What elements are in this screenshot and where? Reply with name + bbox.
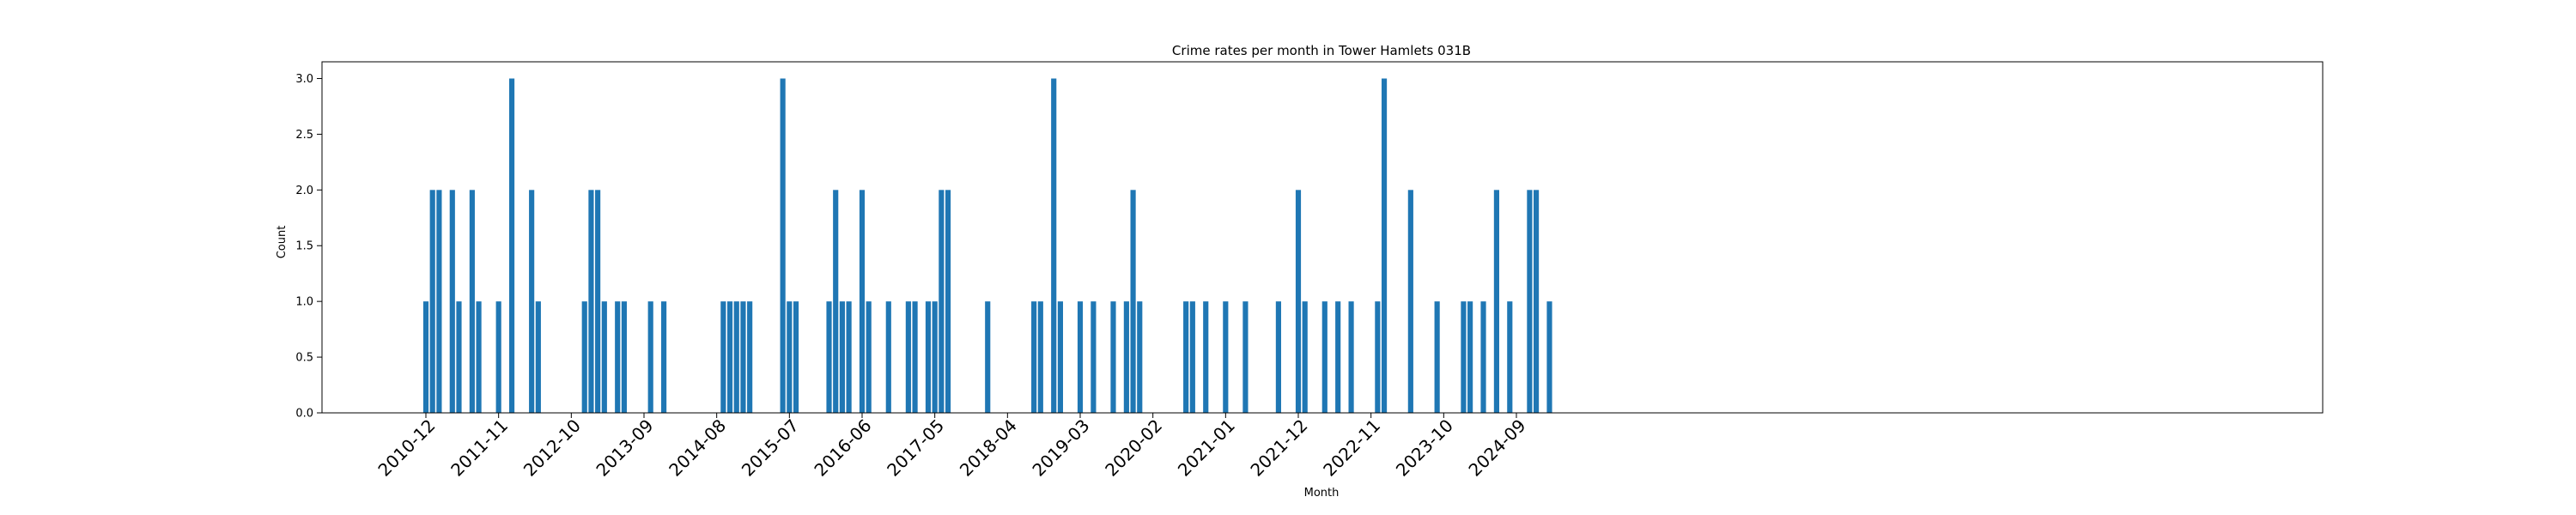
bar-2011-05 [456,301,462,413]
bar-2012-05 [535,301,541,413]
bar-2017-02 [912,301,918,413]
bar-2017-04 [925,301,932,413]
bar-2020-10 [1203,301,1209,413]
bar-2023-09 [1434,301,1440,413]
bar-2021-04 [1242,301,1249,413]
bar-2019-10 [1123,301,1129,413]
bar-2024-04 [1480,301,1486,413]
bar-2024-12 [1534,190,1540,413]
bar-2011-07 [469,190,475,413]
bar-2012-04 [529,190,535,413]
bar-2016-07 [866,301,872,413]
bar-2021-12 [1295,190,1302,413]
x-axis-label: Month [1304,487,1340,500]
bar-2015-06 [780,78,786,413]
bar-2021-01 [1223,301,1229,413]
bar-2011-02 [436,190,442,413]
bar-2010-12 [422,301,429,413]
bar-2014-10 [726,301,733,413]
bar-2016-06 [859,190,866,413]
bar-2022-06 [1335,301,1341,413]
bar-2018-08 [1031,301,1037,413]
bar-2015-08 [793,301,799,413]
bar-2019-11 [1130,190,1136,413]
bar-2018-09 [1037,301,1043,413]
bar-2018-01 [985,301,991,413]
bar-2019-03 [1077,301,1084,413]
bar-2022-01 [1302,301,1308,413]
bar-2013-10 [647,301,653,413]
bar-2025-02 [1546,301,1552,413]
bar-2023-01 [1381,78,1388,413]
bar-2016-01 [826,301,832,413]
bar-2018-12 [1057,301,1063,413]
y-tick-label: 1.0 [295,296,313,309]
bar-2024-02 [1467,301,1473,413]
bar-2013-06 [621,301,627,413]
y-tick-label: 0.5 [295,352,313,365]
y-tick-label: 1.5 [295,240,313,253]
bar-2019-08 [1110,301,1116,413]
y-tick-label: 0.0 [295,408,313,421]
bar-2016-04 [846,301,852,413]
bar-2011-11 [495,301,501,413]
bar-2023-05 [1407,190,1413,413]
y-tick-label: 2.5 [295,129,313,142]
bar-2021-09 [1275,301,1281,413]
y-axis-label: Count [276,226,289,259]
bar-2012-01 [508,78,515,413]
bar-2013-05 [615,301,621,413]
bar-2013-02 [595,190,601,413]
bar-2013-12 [661,301,667,413]
bar-2020-08 [1189,301,1195,413]
bar-2012-12 [581,301,587,413]
bar-2016-10 [885,301,891,413]
bar-2022-12 [1375,301,1381,413]
bar-2015-07 [787,301,793,413]
bars-group [422,78,1552,413]
bar-2011-04 [449,190,455,413]
y-tick-label: 3.0 [295,73,313,86]
bar-2022-04 [1321,301,1327,413]
chart-title: Crime rates per month in Tower Hamlets 0… [1172,43,1471,58]
bar-2022-08 [1348,301,1354,413]
bar-2017-06 [939,190,945,413]
bar-2011-08 [476,301,482,413]
bar-2020-07 [1183,301,1189,413]
bar-2019-12 [1137,301,1143,413]
plot-frame [321,61,2324,414]
y-axis: 0.0 0.5 1.0 1.5 2.0 2.5 3.0 [295,73,322,421]
bar-2024-11 [1527,190,1533,413]
bar-2017-07 [945,190,951,413]
bar-2015-01 [747,301,753,413]
bar-2014-11 [733,301,739,413]
bar-2014-12 [740,301,746,413]
y-tick-label: 2.0 [295,185,313,197]
bar-2017-05 [932,301,938,413]
bar-2013-01 [588,190,594,413]
bar-2011-01 [429,190,435,413]
bar-2016-02 [833,190,839,413]
bar-2024-01 [1461,301,1467,413]
bar-2024-06 [1493,190,1499,413]
bar-2017-01 [905,301,911,413]
bar-2013-03 [601,301,607,413]
bar-2016-03 [839,301,845,413]
bar-2014-09 [720,301,726,413]
bar-2018-11 [1051,78,1057,413]
bar-2019-05 [1091,301,1097,413]
bar-2024-08 [1507,301,1513,413]
